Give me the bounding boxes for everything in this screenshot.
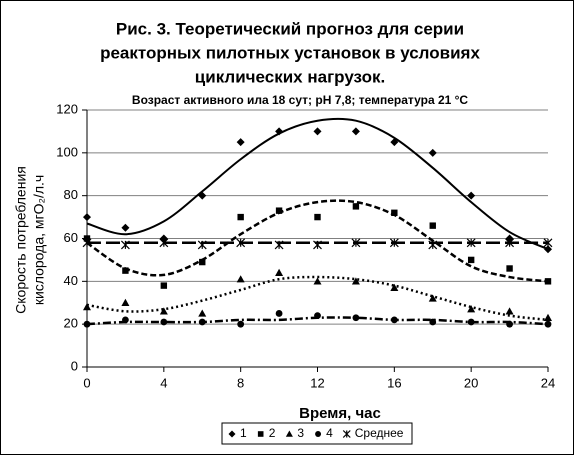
- y-tick-label: 0: [71, 358, 78, 373]
- data-point: [122, 267, 129, 274]
- data-point: [390, 316, 398, 324]
- data-point: [506, 265, 513, 272]
- data-point: [428, 240, 438, 250]
- x-tick-label: 16: [387, 375, 401, 390]
- data-point: [83, 320, 91, 328]
- data-point: [467, 318, 475, 326]
- chart-title: реакторных пилотных установок в условиях: [100, 43, 480, 62]
- data-point: [198, 191, 207, 200]
- y-tick-label: 100: [56, 144, 78, 159]
- data-point: [506, 320, 513, 328]
- data-point: [544, 245, 552, 254]
- data-point: [428, 294, 437, 302]
- legend-marker: [285, 430, 293, 437]
- data-point: [505, 238, 515, 248]
- chart-title: Рис. 3. Теоретический прогноз для серии: [116, 19, 464, 38]
- data-point: [159, 238, 169, 248]
- data-point: [121, 223, 130, 232]
- data-point: [236, 275, 245, 283]
- data-point: [428, 148, 437, 157]
- data-point: [351, 277, 360, 285]
- legend-marker: [257, 431, 264, 437]
- data-point: [544, 278, 552, 285]
- data-point: [159, 307, 168, 315]
- data-point: [275, 127, 284, 136]
- data-point: [237, 320, 245, 328]
- data-point: [429, 318, 437, 326]
- data-point: [236, 138, 245, 147]
- data-point: [389, 238, 399, 248]
- data-point: [505, 307, 514, 315]
- data-point: [314, 312, 321, 319]
- data-point: [275, 310, 283, 317]
- legend-label: 3: [297, 426, 304, 440]
- data-point: [351, 238, 361, 248]
- legend-label: Среднее: [355, 426, 404, 440]
- data-point: [197, 240, 207, 250]
- y-tick-label: 40: [64, 273, 78, 288]
- data-point: [120, 240, 130, 250]
- x-tick-label: 20: [464, 375, 478, 390]
- x-tick-label: 4: [160, 375, 167, 390]
- y-axis-label: Скорость потребления: [13, 166, 29, 314]
- data-point: [351, 127, 360, 136]
- data-point: [122, 316, 129, 324]
- data-point: [275, 207, 283, 214]
- y-tick-label: 20: [64, 316, 78, 331]
- data-point: [429, 222, 436, 229]
- data-point: [391, 209, 398, 216]
- legend-marker: [315, 431, 322, 437]
- data-point: [544, 313, 552, 321]
- x-tick-label: 24: [541, 375, 555, 390]
- y-tick-label: 60: [64, 230, 78, 245]
- data-point: [390, 138, 399, 147]
- data-point: [543, 238, 553, 248]
- legend-marker: [228, 430, 236, 438]
- data-point: [275, 268, 284, 276]
- y-tick-label: 120: [56, 101, 78, 116]
- fit-curve: [86, 275, 549, 322]
- fit-curve: [86, 199, 549, 283]
- data-point: [121, 298, 130, 306]
- data-point: [544, 320, 552, 328]
- y-axis-label: кислорода, мгО₂/л.ч: [31, 175, 47, 305]
- data-point: [313, 277, 322, 285]
- data-point: [352, 203, 360, 210]
- data-point: [198, 318, 206, 326]
- data-point: [198, 309, 207, 317]
- legend-label: 2: [269, 426, 276, 440]
- data-point: [83, 213, 91, 222]
- data-point: [467, 191, 476, 200]
- chart-title: циклических нагрузок.: [195, 67, 385, 86]
- x-tick-label: 8: [237, 375, 244, 390]
- legend-marker: [342, 430, 351, 438]
- data-point: [467, 256, 475, 264]
- data-point: [83, 303, 91, 311]
- data-point: [313, 240, 322, 250]
- chart-subtitle: Возраст активного ила 18 сут; pH 7,8; те…: [132, 93, 469, 107]
- data-point: [160, 282, 168, 289]
- data-point: [274, 240, 284, 250]
- data-point: [466, 238, 476, 248]
- data-point: [199, 258, 206, 266]
- data-point: [467, 305, 476, 313]
- legend-label: 1: [240, 426, 247, 440]
- data-point: [314, 213, 321, 221]
- data-point: [83, 235, 91, 242]
- x-axis-label: Время, час: [299, 405, 381, 422]
- y-tick-label: 80: [64, 187, 78, 202]
- data-point: [352, 314, 360, 322]
- data-point: [313, 127, 322, 136]
- data-point: [82, 238, 92, 248]
- data-point: [236, 238, 246, 248]
- legend-label: 4: [326, 426, 333, 440]
- data-point: [160, 318, 168, 326]
- x-tick-label: 12: [310, 375, 324, 390]
- x-tick-label: 0: [83, 375, 90, 390]
- fit-curve: [86, 117, 549, 251]
- data-point: [237, 213, 244, 221]
- data-point: [390, 283, 399, 291]
